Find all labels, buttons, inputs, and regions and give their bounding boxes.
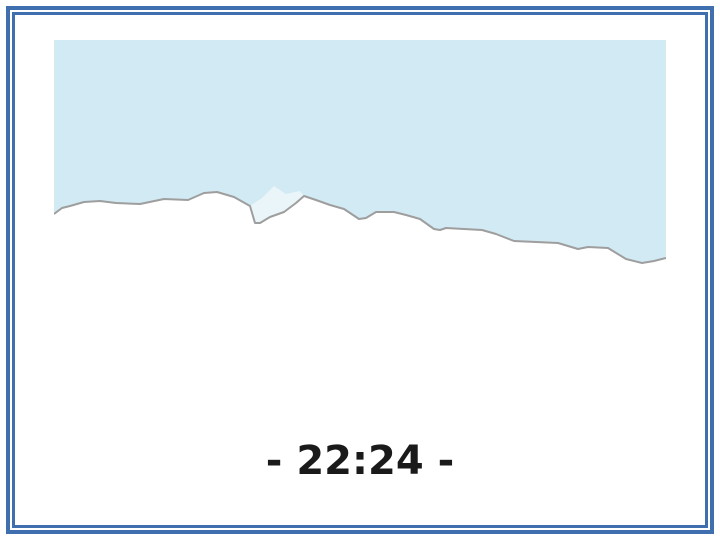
terrain-fill [54, 192, 666, 300]
mountain-skyline-icon [54, 40, 666, 300]
middle-frame-line [9, 9, 711, 531]
snow-cap [250, 186, 304, 223]
outer-frame [6, 6, 714, 534]
mountain-skyline-scene [54, 40, 666, 300]
terrain-outline [54, 191, 666, 264]
clock-time: - 22:24 - [265, 438, 455, 484]
inner-frame [12, 12, 708, 528]
